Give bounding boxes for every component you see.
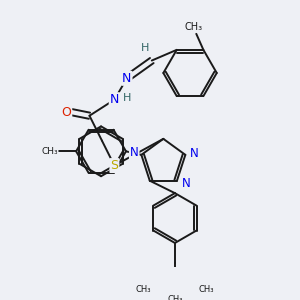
Text: CH₃: CH₃ [184,22,203,32]
Text: CH₃: CH₃ [41,147,58,156]
Text: CH₃: CH₃ [199,285,214,294]
Text: S: S [110,159,118,172]
Text: CH₃: CH₃ [135,285,151,294]
Text: N: N [130,146,139,159]
Text: N: N [110,93,119,106]
Text: N: N [122,72,131,85]
Text: H: H [140,43,149,53]
Text: CH₃: CH₃ [167,296,183,300]
Text: H: H [123,93,131,103]
Text: N: N [190,147,199,160]
Text: O: O [61,106,71,119]
Text: N: N [182,177,190,190]
